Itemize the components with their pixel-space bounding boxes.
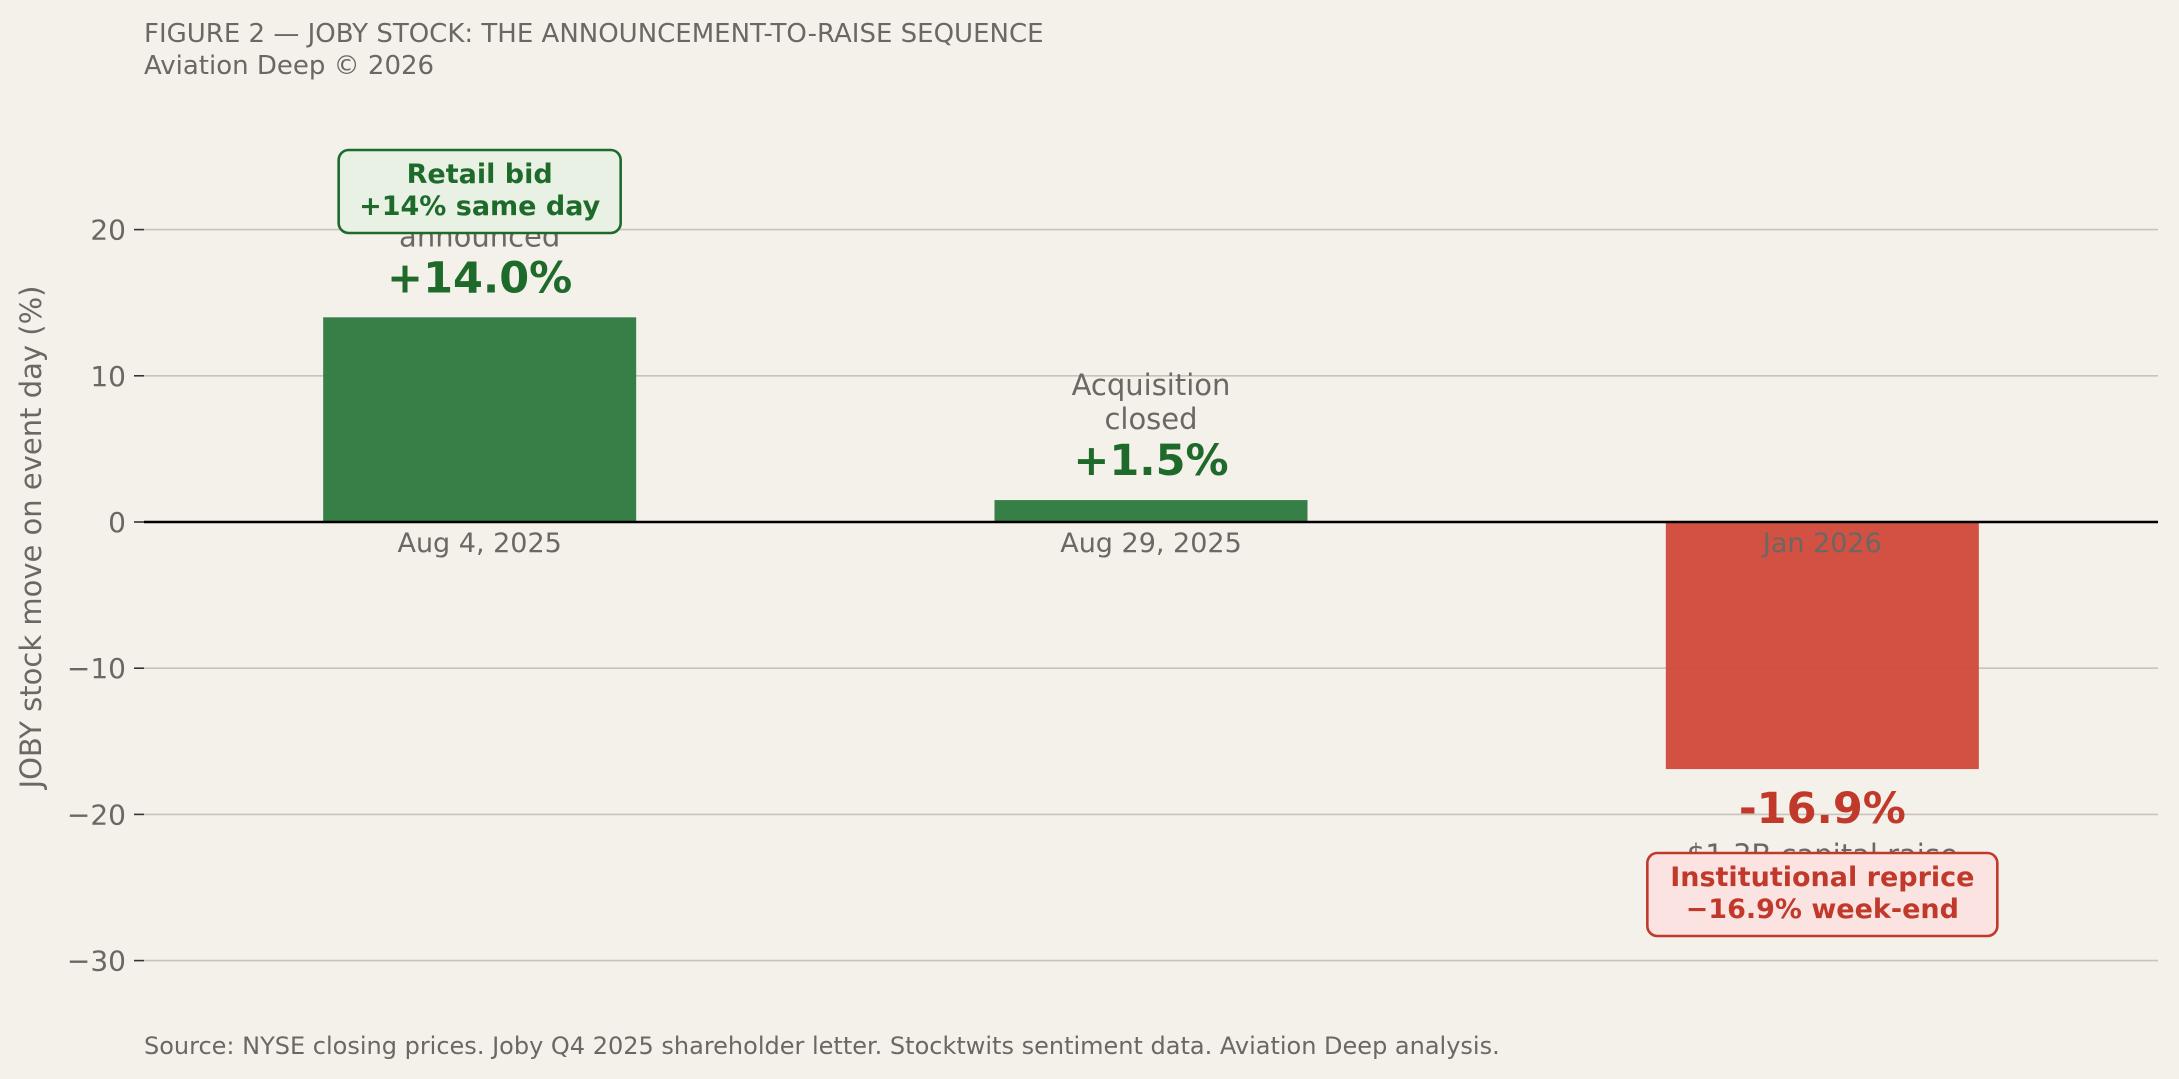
annotation-box <box>1646 851 1999 938</box>
annotation-institutional-reprice: Institutional reprice−16.9% week-end <box>1646 851 1999 938</box>
value-label: +1.5% <box>1073 436 1228 486</box>
value-label: +14.0% <box>387 253 572 303</box>
y-tick-label: −20 <box>67 798 126 831</box>
value-label: -16.9% <box>1739 784 1906 834</box>
bar-3 <box>1665 522 1979 770</box>
y-tick-label: 20 <box>90 214 126 247</box>
annotation-box <box>337 148 622 235</box>
x-category-label: Aug 4, 2025 <box>397 528 561 559</box>
event-label: closed <box>1104 402 1197 436</box>
y-tick-label: −30 <box>67 945 126 978</box>
annotation-text: +14% same day <box>359 191 601 222</box>
bar-1 <box>323 317 637 522</box>
event-label: Acquisition <box>1072 368 1231 402</box>
y-tick-label: −10 <box>67 652 126 685</box>
bar-2 <box>994 500 1308 522</box>
y-tick-label: 0 <box>108 506 126 539</box>
annotation-retail-bid: Retail bid+14% same day <box>337 148 622 235</box>
y-axis-label: JOBY stock move on event day (%) <box>14 286 48 791</box>
annotation-text: Retail bid <box>407 159 553 190</box>
figure-title: FIGURE 2 — JOBY STOCK: THE ANNOUNCEMENT-… <box>144 19 1044 49</box>
bars <box>323 317 1979 770</box>
annotations: Retail bid+14% same day Institutional rep… <box>337 148 1999 938</box>
figure-subtitle: Aviation Deep © 2026 <box>144 51 434 81</box>
annotation-text: Institutional reprice <box>1670 862 1974 893</box>
y-tick-label: 10 <box>90 360 126 393</box>
x-category-label: Aug 29, 2025 <box>1060 528 1242 559</box>
annotation-text: −16.9% week-end <box>1686 894 1959 925</box>
source-note: Source: NYSE closing prices. Joby Q4 202… <box>144 1032 1500 1060</box>
x-category-label: Jan 2026 <box>1761 528 1882 559</box>
y-axis: 20 10 0 −10 −20 −30 <box>67 214 144 978</box>
